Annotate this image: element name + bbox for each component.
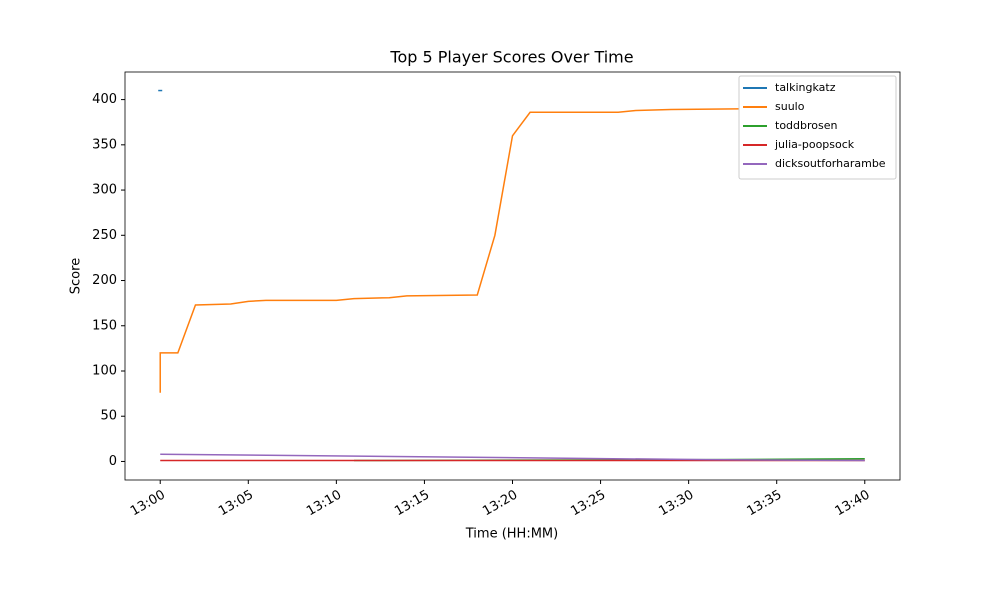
y-tick-label: 400	[92, 92, 117, 107]
x-tick-label: 13:05	[216, 488, 256, 520]
x-tick-label: 13:15	[392, 488, 432, 520]
y-tick-label: 50	[100, 409, 117, 424]
x-tick-label: 13:30	[656, 488, 696, 520]
y-tick-label: 200	[92, 273, 117, 288]
y-tick-label: 0	[109, 454, 117, 469]
chart-title: Top 5 Player Scores Over Time	[389, 48, 633, 67]
legend-label: toddbrosen	[775, 119, 837, 132]
legend-label: dicksoutforharambe	[775, 157, 886, 170]
x-tick-label: 13:40	[833, 488, 873, 520]
legend-label: julia-poopsock	[774, 138, 855, 151]
legend-box	[738, 75, 897, 180]
x-tick-label: 13:10	[304, 488, 344, 520]
x-tick-label: 13:25	[568, 488, 608, 520]
series-line	[159, 106, 865, 393]
y-tick-label: 350	[92, 137, 117, 152]
y-tick-label: 300	[92, 183, 117, 198]
plot-frame	[124, 71, 901, 481]
x-tick-label: 13:00	[128, 488, 168, 520]
x-axis-label: Time (HH:MM)	[465, 527, 558, 542]
x-tick-label: 13:35	[745, 488, 785, 520]
x-tick-label: 13:20	[480, 488, 520, 520]
y-tick-label: 150	[92, 318, 117, 333]
y-axis-label: Score	[69, 258, 84, 294]
y-tick-label: 250	[92, 228, 117, 243]
legend-label: suulo	[775, 100, 805, 113]
series-line	[160, 453, 865, 462]
y-tick-label: 100	[92, 363, 117, 378]
legend-label: talkingkatz	[775, 81, 836, 94]
